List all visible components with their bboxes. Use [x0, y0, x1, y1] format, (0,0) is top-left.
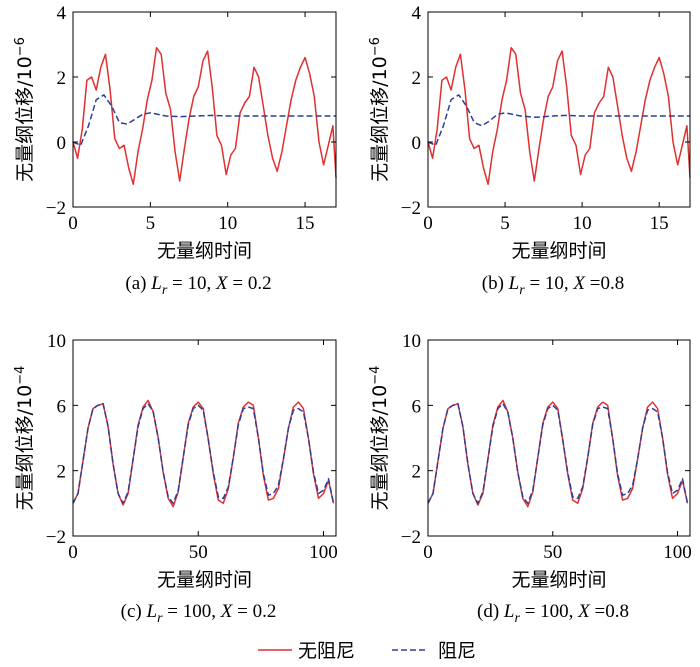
y-tick-label: 2	[57, 462, 67, 483]
y-tick-label: 4	[412, 3, 422, 24]
series-line-undamped	[72, 399, 335, 508]
plot-frame	[72, 339, 337, 537]
y-tick-label: 2	[412, 462, 422, 483]
x-tick-label: 10	[218, 213, 237, 234]
panel-3: 0 50 100 −2 2 6 10 无量纲位移/10−4 无量纲时间 (d) Lr = 100,…	[368, 331, 692, 626]
panel-caption: (b) Lr = 10, X =0.8	[482, 273, 624, 298]
legend: 无阻尼 阻尼	[258, 640, 476, 662]
series-line-damped	[72, 402, 335, 505]
x-tick-label: 100	[309, 542, 338, 563]
y-tick-label: 10	[47, 331, 66, 352]
panel-caption: (d) Lr = 100, X =0.8	[477, 601, 629, 626]
plot-frame	[427, 11, 691, 208]
y-tick-label: −2	[401, 198, 421, 219]
x-axis-label: 无量纲时间	[511, 240, 606, 262]
legend-undamped-label: 无阻尼	[298, 640, 355, 662]
y-axis-label: 无量纲位移/10−4	[368, 366, 391, 511]
plot-frame	[427, 339, 691, 537]
x-tick-label: 0	[423, 213, 433, 234]
x-tick-label: 0	[68, 542, 78, 563]
y-tick-label: 6	[57, 396, 67, 417]
x-tick-label: 50	[543, 542, 562, 563]
series-line-damped	[72, 94, 336, 147]
series-line-damped	[427, 402, 689, 505]
y-tick-label: −2	[46, 527, 66, 548]
y-tick-label: 10	[402, 331, 421, 352]
x-axis-label: 无量纲时间	[157, 240, 252, 262]
series-line-undamped	[72, 46, 337, 186]
y-axis-label: 无量纲位移/10−4	[13, 366, 36, 511]
x-axis-label: 无量纲时间	[157, 569, 252, 591]
panel-caption: (a) Lr = 10, X = 0.2	[125, 273, 271, 298]
x-tick-label: 50	[189, 542, 208, 563]
y-tick-label: 0	[57, 133, 67, 154]
x-tick-label: 5	[500, 213, 510, 234]
plot-frame	[72, 11, 337, 208]
x-axis-label: 无量纲时间	[511, 569, 606, 591]
y-tick-label: 4	[57, 3, 67, 24]
series-line-undamped	[427, 399, 689, 508]
y-tick-label: 0	[412, 133, 422, 154]
x-tick-label: 15	[650, 213, 669, 234]
x-tick-label: 0	[423, 542, 433, 563]
y-tick-label: 2	[412, 68, 422, 89]
series-line-undamped	[427, 46, 691, 186]
y-tick-label: −2	[46, 198, 66, 219]
y-tick-label: 2	[57, 68, 67, 89]
y-tick-label: −2	[401, 527, 421, 548]
y-axis-label: 无量纲位移/10−6	[368, 37, 391, 182]
x-tick-label: 5	[146, 213, 156, 234]
y-axis-label: 无量纲位移/10−6	[13, 37, 36, 182]
legend-damped-label: 阻尼	[438, 640, 476, 662]
y-tick-label: 6	[412, 396, 422, 417]
x-tick-label: 15	[296, 213, 315, 234]
panel-caption: (c) Lr = 100, X = 0.2	[121, 601, 277, 626]
panel-2: 0 50 100 −2 2 6 10 无量纲位移/10−4 无量纲时间 (c) Lr = 100,…	[13, 331, 338, 626]
x-tick-label: 0	[68, 213, 78, 234]
x-tick-label: 10	[573, 213, 592, 234]
x-tick-label: 100	[663, 542, 692, 563]
series-line-damped	[427, 94, 690, 147]
